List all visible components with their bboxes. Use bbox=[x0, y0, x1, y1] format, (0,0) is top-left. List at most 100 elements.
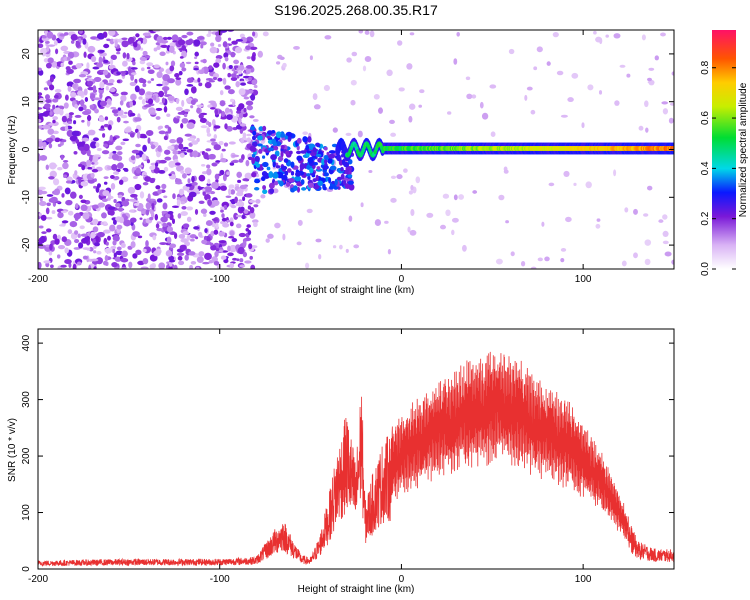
spectrogram-noise-blob bbox=[224, 85, 231, 90]
spectrogram-noise-blob bbox=[134, 183, 142, 191]
spectrogram-noise-blob bbox=[204, 252, 212, 261]
spectrogram-noise-blob bbox=[211, 218, 218, 221]
spectrogram-noise-blob bbox=[206, 164, 211, 169]
snr-x-tick-label: 0 bbox=[399, 574, 405, 585]
spectrogram-noise-blob bbox=[135, 33, 140, 38]
spectrogram-noise-blob bbox=[139, 59, 146, 65]
spectrogram-noise-blob bbox=[99, 81, 105, 89]
spectrogram-faint-blob bbox=[360, 202, 364, 208]
spectrogram-noise-blob bbox=[121, 250, 128, 258]
spectrogram-faint-blob bbox=[324, 35, 332, 40]
spectrogram-transition-blob bbox=[266, 130, 273, 135]
spectrogram-noise-blob bbox=[243, 209, 249, 214]
spectrogram-noise-blob bbox=[185, 183, 192, 187]
spectrogram-noise-blob bbox=[219, 220, 227, 225]
spectrogram-noise-blob bbox=[190, 86, 197, 94]
spectrogram-noise-blob bbox=[73, 213, 81, 220]
spectrogram-noise-blob bbox=[135, 167, 141, 174]
spectrogram-noise-blob bbox=[133, 205, 137, 209]
spectrogram-transition-blob bbox=[328, 150, 336, 154]
spectrogram-noise-blob bbox=[129, 112, 136, 117]
spectrogram-faint-blob bbox=[451, 217, 459, 223]
spectrogram-transition-blob bbox=[289, 150, 293, 155]
spectrogram-noise-blob bbox=[243, 107, 247, 113]
spectrogram-noise-blob bbox=[147, 137, 151, 144]
spectrogram-noise-blob bbox=[112, 240, 117, 246]
spectrogram-noise-blob bbox=[188, 191, 197, 198]
spectrogram-faint-blob bbox=[644, 258, 651, 266]
spectrogram-noise-blob bbox=[213, 261, 220, 266]
spectrogram-faint-blob bbox=[647, 185, 653, 191]
spectrogram-noise-blob bbox=[113, 199, 117, 203]
spectrogram-noise-blob bbox=[76, 261, 82, 266]
spectrogram-transition-blob bbox=[328, 186, 334, 190]
spectrogram-noise-blob bbox=[158, 125, 164, 130]
spectrogram-noise-blob bbox=[160, 44, 169, 48]
spectrogram-noise-blob bbox=[185, 61, 192, 65]
spectrogram-noise-blob bbox=[42, 124, 51, 130]
spectrogram-noise-blob bbox=[113, 171, 120, 175]
spectrogram-noise-blob bbox=[166, 113, 171, 118]
spectrogram-noise-blob bbox=[74, 239, 80, 244]
spectrogram-noise-blob bbox=[74, 203, 79, 209]
spectrogram-noise-blob bbox=[92, 85, 97, 91]
spectrogram-faint-blob bbox=[396, 174, 403, 180]
spectrogram-noise-blob bbox=[196, 107, 201, 114]
spectrogram-faint-blob bbox=[638, 125, 644, 131]
spectrogram-noise-blob bbox=[93, 250, 97, 254]
spectrogram-noise-blob bbox=[220, 255, 227, 260]
spectrogram-faint-blob bbox=[426, 212, 434, 218]
spectrogram-transition-blob bbox=[268, 182, 275, 189]
spectrogram-faint-blob bbox=[662, 230, 669, 238]
spectrogram-noise-blob bbox=[147, 69, 155, 75]
spectrogram-noise-blob bbox=[102, 190, 110, 197]
spectrogram-noise-blob bbox=[57, 143, 62, 148]
spectrogram-noise-blob bbox=[42, 35, 47, 39]
spectrogram-noise-blob bbox=[43, 87, 49, 91]
spectrogram-y-tick-label: 20 bbox=[21, 48, 32, 60]
spectrogram-noise-blob bbox=[139, 217, 143, 220]
spectrogram-noise-blob bbox=[200, 125, 208, 129]
spectrogram-noise-blob bbox=[227, 89, 235, 95]
spectrogram-noise-blob bbox=[220, 206, 225, 210]
spectrogram-noise-blob bbox=[38, 67, 43, 72]
spectrogram-noise-blob bbox=[52, 178, 60, 186]
spectrogram-transition-blob bbox=[290, 171, 295, 176]
spectrogram-noise-blob bbox=[45, 94, 50, 100]
spectrogram-noise-blob bbox=[211, 119, 216, 126]
spectrogram-noise-blob bbox=[39, 201, 47, 207]
spectrogram-noise-blob bbox=[116, 246, 122, 251]
spectrogram-transition-blob bbox=[300, 150, 307, 154]
spectrogram-noise-blob bbox=[203, 152, 209, 160]
spectrogram-noise-blob bbox=[234, 46, 243, 54]
spectrogram-noise-blob bbox=[181, 45, 186, 51]
spectrogram-noise-blob bbox=[206, 183, 211, 186]
spectrogram-transition-blob bbox=[329, 165, 337, 171]
spectrogram-noise-blob bbox=[153, 250, 161, 257]
spectrogram-faint-blob bbox=[386, 69, 393, 77]
spectrogram-noise-blob bbox=[164, 124, 170, 129]
spectrogram-noise-blob bbox=[195, 266, 200, 269]
spectrogram-noise-blob bbox=[130, 155, 136, 161]
spectrogram-faint-blob bbox=[378, 107, 383, 114]
spectrogram-noise-blob bbox=[156, 221, 162, 224]
spectrogram-noise-blob bbox=[214, 173, 220, 180]
spectrogram-noise-blob bbox=[245, 100, 254, 106]
spectrogram-faint-blob bbox=[660, 32, 666, 37]
spectrogram-noise-blob bbox=[141, 153, 147, 161]
spectrogram-transition-blob bbox=[277, 156, 284, 162]
spectrogram-noise-blob bbox=[138, 88, 146, 96]
spectrogram-faint-blob bbox=[560, 114, 568, 118]
spectrogram-transition-blob bbox=[272, 142, 278, 147]
spectrogram-faint-blob bbox=[585, 181, 592, 189]
spectrogram-noise-blob bbox=[74, 114, 82, 118]
spectrogram-noise-blob bbox=[175, 165, 184, 172]
spectrogram-faint-blob bbox=[403, 168, 408, 173]
spectrogram-noise-blob bbox=[105, 241, 109, 246]
spectrogram-noise-blob bbox=[195, 236, 199, 240]
spectrogram-noise-blob bbox=[86, 80, 94, 86]
spectrogram-noise-blob bbox=[92, 226, 99, 233]
snr-x-tick-label: -200 bbox=[28, 574, 48, 585]
spectrogram-noise-blob bbox=[246, 56, 251, 60]
